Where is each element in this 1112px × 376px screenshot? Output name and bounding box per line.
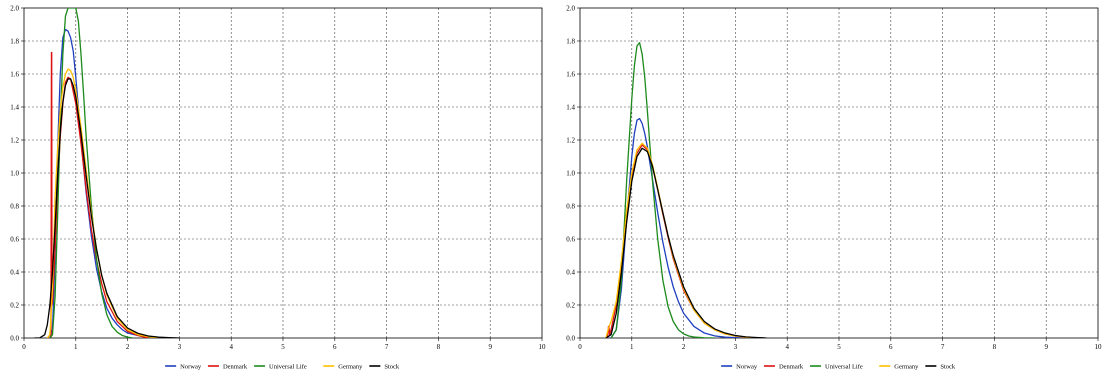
x-tick-label: 6 xyxy=(889,343,893,351)
series-line-stock xyxy=(34,78,180,338)
x-tick-label: 3 xyxy=(734,343,738,351)
y-tick-label: 1.8 xyxy=(10,38,19,46)
y-tick-label: 0.4 xyxy=(10,269,19,277)
y-tick-label: 0.2 xyxy=(566,302,575,310)
y-tick-label: 0.0 xyxy=(10,335,19,343)
x-tick-label: 10 xyxy=(1095,343,1103,351)
legend-label-stock: Stock xyxy=(940,363,956,370)
legend-label-universal-life: Universal Life xyxy=(269,363,307,370)
legend-label-stock: Stock xyxy=(384,363,400,370)
y-tick-label: 1.6 xyxy=(10,71,19,79)
legend-label-germany: Germany xyxy=(894,363,919,370)
x-tick-label: 8 xyxy=(993,343,997,351)
x-tick-label: 8 xyxy=(437,343,441,351)
x-tick-label: 10 xyxy=(539,343,547,351)
y-tick-label: 2.0 xyxy=(566,5,575,13)
x-tick-label: 9 xyxy=(488,343,492,351)
x-tick-label: 0 xyxy=(22,343,26,351)
y-tick-label: 0.8 xyxy=(566,203,575,211)
x-tick-label: 4 xyxy=(785,343,789,351)
x-tick-label: 7 xyxy=(941,343,945,351)
chart-panel-left: 0 1 2 3 4 5 6 7 8 9 10 0.0 0.2 0.4 0.6 0.8 1.0 1.2 1.4 1.6 1… xyxy=(10,5,547,371)
y-tick-label: 0.6 xyxy=(10,236,19,244)
legend: Norway Denmark Universal Life Germany Stock xyxy=(165,363,400,370)
y-tick-label: 0.8 xyxy=(10,203,19,211)
x-tick-label: 4 xyxy=(229,343,233,351)
y-tick-label: 2.0 xyxy=(10,5,19,13)
legend: Norway Denmark Universal Life Germany Stock xyxy=(721,363,956,370)
legend-label-norway: Norway xyxy=(736,363,758,370)
density-chart-right: 0 1 2 3 4 5 6 7 8 9 10 0.0 0.2 0.4 0.6 0.8 1.0 1.2 1.4 1.6 1… xyxy=(566,5,1103,371)
grid xyxy=(580,8,1098,338)
y-tick-label: 0.6 xyxy=(566,236,575,244)
y-tick-label: 1.8 xyxy=(566,38,575,46)
x-tick-label: 1 xyxy=(630,343,634,351)
series-line-stock xyxy=(605,147,767,338)
legend-label-norway: Norway xyxy=(180,363,202,370)
x-tick-label: 0 xyxy=(578,343,582,351)
y-tick-label: 1.6 xyxy=(566,71,575,79)
density-chart-left: 0 1 2 3 4 5 6 7 8 9 10 0.0 0.2 0.4 0.6 0.8 1.0 1.2 1.4 1.6 1… xyxy=(10,5,547,371)
legend-label-denmark: Denmark xyxy=(223,363,248,370)
y-tick-label: 0.0 xyxy=(566,335,575,343)
y-tick-label: 1.0 xyxy=(566,170,575,178)
x-tick-label: 7 xyxy=(385,343,389,351)
series-line-denmark xyxy=(47,51,149,338)
x-tick-label: 6 xyxy=(333,343,337,351)
x-tick-label: 2 xyxy=(682,343,686,351)
chart-panel-right: 0 1 2 3 4 5 6 7 8 9 10 0.0 0.2 0.4 0.6 0.8 1.0 1.2 1.4 1.6 1… xyxy=(556,0,1112,376)
x-tick-label: 1 xyxy=(74,343,78,351)
series-line-germany xyxy=(46,68,159,338)
y-tick-label: 0.2 xyxy=(10,302,19,310)
legend-label-universal-life: Universal Life xyxy=(825,363,863,370)
legend-label-denmark: Denmark xyxy=(779,363,804,370)
x-tick-label: 5 xyxy=(837,343,841,351)
y-tick-label: 1.2 xyxy=(566,137,575,145)
x-tick-label: 5 xyxy=(281,343,285,351)
series-line-universal-life xyxy=(610,42,715,338)
grid xyxy=(24,8,542,338)
y-tick-label: 0.4 xyxy=(566,269,575,277)
legend-label-germany: Germany xyxy=(338,363,363,370)
x-tick-label: 3 xyxy=(178,343,182,351)
x-tick-label: 2 xyxy=(126,343,130,351)
y-tick-label: 1.0 xyxy=(10,170,19,178)
y-tick-label: 1.4 xyxy=(566,104,575,112)
x-tick-label: 9 xyxy=(1044,343,1048,351)
y-tick-label: 1.4 xyxy=(10,104,19,112)
y-tick-label: 1.2 xyxy=(10,137,19,145)
